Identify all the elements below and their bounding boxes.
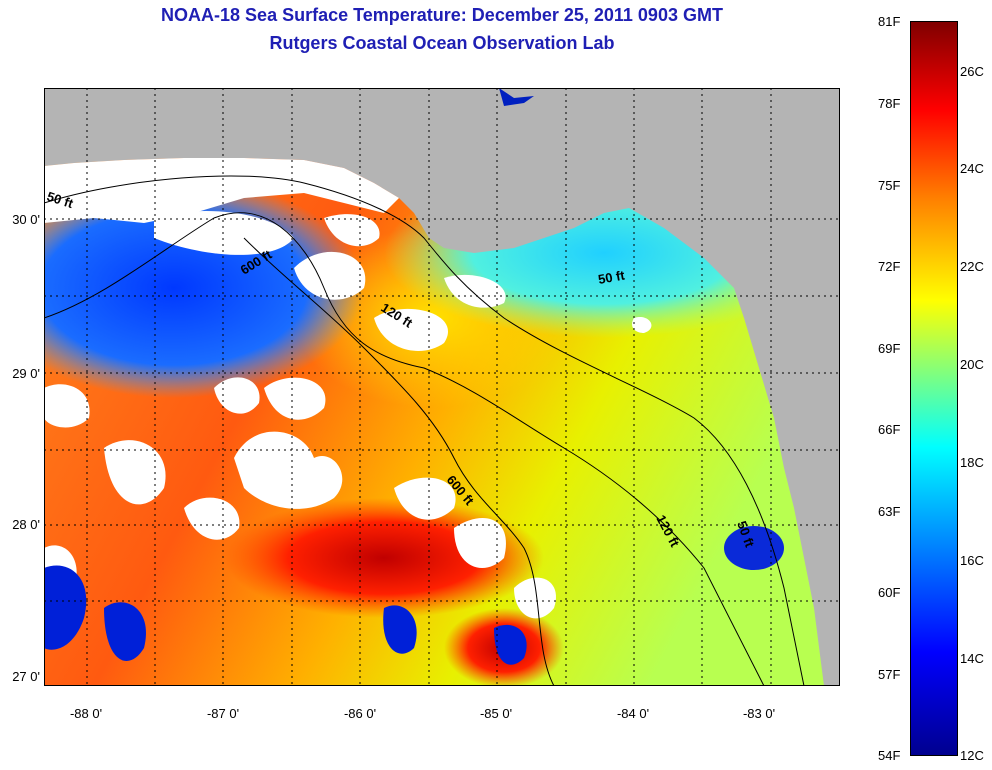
lat-tick-label: 30 0' bbox=[12, 212, 40, 227]
contour-label: 50 ft bbox=[597, 267, 627, 287]
colorbar-f-label: 63F bbox=[878, 504, 901, 519]
sst-map: 50 ft 600 ft 120 ft 50 ft 600 ft 120 ft … bbox=[44, 88, 840, 686]
colorbar-c-label: 16C bbox=[960, 553, 984, 568]
colorbar-c-label: 14C bbox=[960, 651, 984, 666]
nearshore-cloud bbox=[44, 158, 399, 223]
lon-tick-label: -88 0' bbox=[69, 706, 103, 721]
colorbar-c-label: 24C bbox=[960, 161, 984, 176]
colorbar-c-label: 18C bbox=[960, 455, 984, 470]
lon-tick-label: -86 0' bbox=[343, 706, 377, 721]
colorbar-f-label: 60F bbox=[878, 585, 901, 600]
bay-water bbox=[499, 88, 534, 106]
colorbar-f-label: 57F bbox=[878, 667, 901, 682]
colorbar-c-label: 20C bbox=[960, 357, 984, 372]
bathymetry-contours bbox=[44, 175, 805, 686]
colorbar-f-label: 81F bbox=[878, 14, 901, 29]
lat-tick-label: 27 0' bbox=[12, 669, 40, 684]
colorbar-f-label: 78F bbox=[878, 96, 901, 111]
cold-pixel-clusters bbox=[44, 565, 527, 665]
lon-tick-label: -85 0' bbox=[479, 706, 513, 721]
lon-tick-label: -83 0' bbox=[742, 706, 776, 721]
temperature-colorbar bbox=[910, 21, 958, 756]
lon-tick-label: -87 0' bbox=[206, 706, 240, 721]
chart-subtitle: Rutgers Coastal Ocean Observation Lab bbox=[269, 33, 615, 53]
colorbar-f-label: 75F bbox=[878, 178, 901, 193]
colorbar-c-label: 26C bbox=[960, 64, 984, 79]
lat-tick-label: 28 0' bbox=[12, 517, 40, 532]
graticule bbox=[44, 88, 840, 686]
colorbar-f-label: 66F bbox=[878, 422, 901, 437]
colorbar-f-label: 69F bbox=[878, 341, 901, 356]
lon-tick-label: -84 0' bbox=[616, 706, 650, 721]
chart-title: NOAA-18 Sea Surface Temperature: Decembe… bbox=[161, 5, 723, 25]
lat-tick-label: 29 0' bbox=[12, 366, 40, 381]
land-mass bbox=[44, 88, 840, 686]
colorbar-c-label: 12C bbox=[960, 748, 984, 763]
colorbar-f-label: 72F bbox=[878, 259, 901, 274]
colorbar-c-label: 22C bbox=[960, 259, 984, 274]
colorbar-f-label: 54F bbox=[878, 748, 901, 763]
map-frame bbox=[44, 88, 840, 686]
